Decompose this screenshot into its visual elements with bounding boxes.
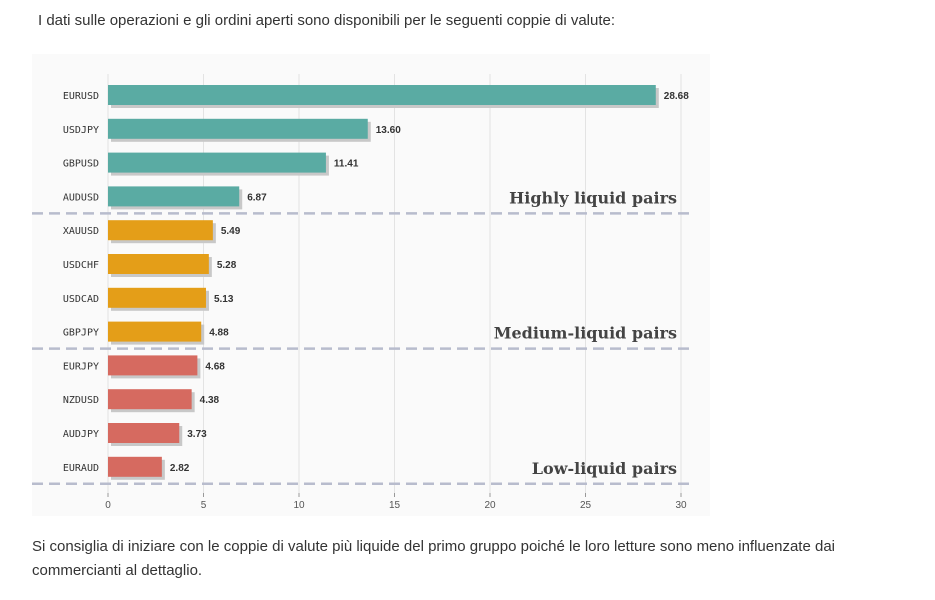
bar xyxy=(108,85,656,105)
bar xyxy=(108,220,213,241)
x-tick-label: 15 xyxy=(389,500,401,511)
value-label: 5.13 xyxy=(214,294,234,305)
bar xyxy=(108,355,198,376)
value-label: 4.38 xyxy=(200,395,220,406)
category-label: USDJPY xyxy=(63,125,99,136)
group-label: Medium-liquid pairs xyxy=(494,324,677,343)
category-label: AUDUSD xyxy=(63,192,99,203)
bar xyxy=(108,423,180,443)
value-label: 11.41 xyxy=(334,159,359,170)
category-label: EURUSD xyxy=(63,91,99,102)
category-label: EURAUD xyxy=(63,463,99,474)
x-tick-label: 0 xyxy=(105,500,111,511)
chart-canvas: Highly liquid pairs Medium-liquid pairs Lo… xyxy=(32,74,694,511)
bar xyxy=(108,186,240,207)
category-label: USDCAD xyxy=(63,294,99,305)
category-label: GBPJPY xyxy=(63,328,99,339)
value-label: 6.87 xyxy=(247,192,267,203)
group-label: Highly liquid pairs xyxy=(509,188,677,207)
category-label: USDCHF xyxy=(63,260,99,271)
bar xyxy=(108,152,326,173)
bar xyxy=(108,287,206,308)
value-label: 13.60 xyxy=(376,125,401,136)
bar xyxy=(108,254,209,274)
liquidity-bar-chart: Highly liquid pairs Medium-liquid pairs Lo… xyxy=(32,54,710,516)
x-tick-label: 20 xyxy=(484,500,496,511)
outro-paragraph: Si consiglia di iniziare con le coppie d… xyxy=(32,538,835,579)
category-label: XAUUSD xyxy=(63,226,99,237)
value-label: 5.49 xyxy=(221,226,241,237)
value-label: 2.82 xyxy=(170,463,190,474)
value-label: 28.68 xyxy=(664,91,689,102)
bar xyxy=(108,321,202,342)
value-label: 4.68 xyxy=(205,361,225,372)
category-label: AUDJPY xyxy=(63,429,99,440)
x-tick-label: 25 xyxy=(580,500,592,511)
x-tick-label: 10 xyxy=(293,500,305,511)
bar xyxy=(108,118,368,139)
category-label: EURJPY xyxy=(63,361,99,372)
x-tick-label: 5 xyxy=(201,500,207,511)
bar xyxy=(108,389,192,410)
value-label: 5.28 xyxy=(217,260,237,271)
intro-paragraph: I dati sulle operazioni e gli ordini ape… xyxy=(38,12,616,29)
category-label: GBPUSD xyxy=(63,159,99,170)
group-label: Low-liquid pairs xyxy=(532,459,677,478)
bar xyxy=(108,456,162,477)
x-tick-label: 30 xyxy=(675,500,687,511)
category-label: NZDUSD xyxy=(63,395,99,406)
value-label: 3.73 xyxy=(187,429,207,440)
value-label: 4.88 xyxy=(209,328,229,339)
